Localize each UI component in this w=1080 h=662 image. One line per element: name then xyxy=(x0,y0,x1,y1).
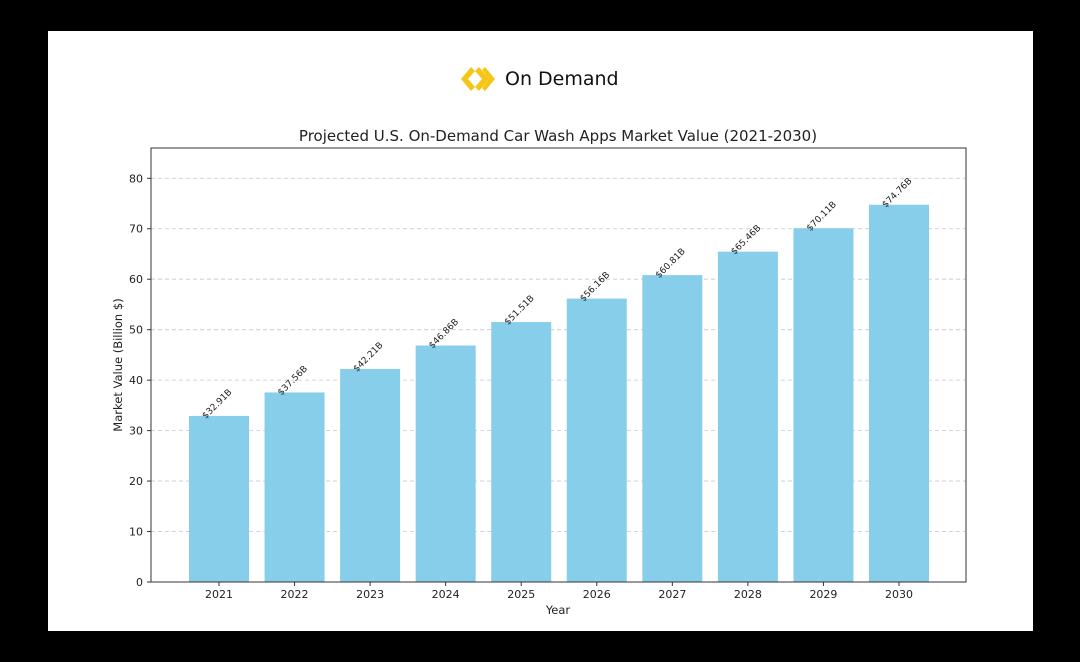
bar-2023 xyxy=(340,368,401,582)
x-tick-label: 2029 xyxy=(809,588,837,601)
bar-2028 xyxy=(717,251,778,583)
bar-2025 xyxy=(491,322,552,582)
bar-2029 xyxy=(793,228,854,582)
bar-2030 xyxy=(869,204,929,583)
y-tick-label: 40 xyxy=(129,374,143,387)
bar-2027 xyxy=(642,275,703,582)
x-tick-label: 2023 xyxy=(356,588,384,601)
x-tick-label: 2024 xyxy=(432,588,460,601)
y-tick-label: 60 xyxy=(129,273,143,286)
brand-logo: On Demand xyxy=(459,63,619,95)
y-axis-label: Market Value (Billion $) xyxy=(111,298,125,431)
x-tick-label: 2028 xyxy=(734,588,762,601)
x-tick-label: 2025 xyxy=(507,588,535,601)
plot-frame xyxy=(150,147,967,583)
bar-2021 xyxy=(189,415,249,582)
y-tick-label: 80 xyxy=(129,172,143,185)
x-axis-ticks: 2021 2022 2023 2024 2025 2026 2027 2028 2029 2030 xyxy=(205,582,913,601)
y-axis-ticks: 0 10 20 30 40 50 60 70 80 xyxy=(129,172,151,589)
x-tick-label: 2021 xyxy=(205,588,233,601)
bar-2026 xyxy=(566,298,627,582)
x-axis-label: Year xyxy=(545,603,571,617)
x-tick-label: 2022 xyxy=(281,588,309,601)
y-tick-label: 70 xyxy=(129,223,143,236)
bar-2022 xyxy=(264,392,325,582)
y-tick-label: 20 xyxy=(129,475,143,488)
y-tick-label: 30 xyxy=(129,425,143,438)
x-tick-label: 2027 xyxy=(658,588,686,601)
x-tick-label: 2030 xyxy=(885,588,913,601)
bars xyxy=(189,204,929,583)
brand-name: On Demand xyxy=(505,68,619,90)
bar-2024 xyxy=(415,345,476,582)
chart-title: Projected U.S. On-Demand Car Wash Apps M… xyxy=(299,127,817,145)
y-tick-label: 0 xyxy=(136,576,143,589)
y-tick-label: 50 xyxy=(129,324,143,337)
double-chevron-diamond-icon xyxy=(461,67,495,91)
x-tick-label: 2026 xyxy=(583,588,611,601)
y-tick-label: 10 xyxy=(129,526,143,539)
